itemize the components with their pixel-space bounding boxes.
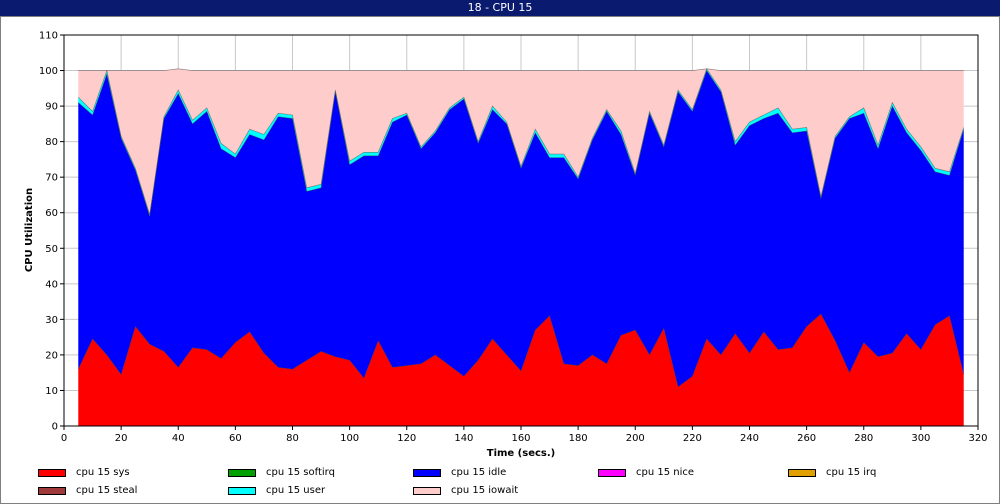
x-tick-label: 180 (569, 433, 588, 444)
x-tick-label: 200 (626, 433, 645, 444)
x-tick-label: 100 (340, 433, 359, 444)
x-tick-label: 220 (683, 433, 702, 444)
legend-swatch (788, 469, 816, 477)
legend-label: cpu 15 sys (76, 467, 130, 478)
series-edge-cpu-15-user (78, 68, 965, 215)
y-tick-label: 100 (39, 66, 58, 77)
series-areas (78, 68, 965, 426)
legend-label: cpu 15 irq (826, 467, 877, 478)
y-tick-label: 90 (45, 102, 58, 113)
x-tick-label: 140 (454, 433, 473, 444)
legend-swatch (38, 487, 66, 495)
x-tick-label: 240 (740, 433, 759, 444)
y-tick-label: 20 (45, 350, 58, 361)
y-tick-label: 80 (45, 137, 58, 148)
stacked-area-chart: 0 20 40 60 80 100 120 140 160 180 200 220 240 260 280 3… (24, 31, 988, 460)
x-axis-label: Time (secs.) (487, 448, 556, 459)
legend-swatch (413, 469, 441, 477)
x-tick-label: 260 (797, 433, 816, 444)
series-area-cpu-15-iowait (78, 68, 964, 215)
legend-swatch (598, 469, 626, 477)
series-area-cpu-15-sys (78, 314, 964, 426)
y-tick-label: 30 (45, 315, 58, 326)
legend-swatch (228, 487, 256, 495)
legend-label: cpu 15 user (266, 485, 326, 496)
x-tick-label: 80 (286, 433, 299, 444)
y-tick-label: 60 (45, 208, 58, 219)
x-axis-ticks: 0 20 40 60 80 100 120 140 160 180 200 220 240 260 280 3… (61, 426, 988, 444)
y-tick-label: 0 (52, 422, 58, 433)
x-tick-label: 0 (61, 433, 67, 444)
x-tick-label: 300 (911, 433, 930, 444)
legend-label: cpu 15 idle (451, 467, 507, 478)
series-edge-cpu-15-iowait (78, 68, 964, 71)
x-tick-label: 120 (397, 433, 416, 444)
y-tick-label: 70 (45, 173, 58, 184)
legend-label: cpu 15 softirq (266, 467, 335, 478)
y-axis-ticks: 0 10 20 30 40 50 60 70 80 90 100 110 (39, 31, 64, 433)
series-area-cpu-15-idle (78, 70, 964, 387)
x-tick-label: 20 (115, 433, 128, 444)
legend-label: cpu 15 nice (636, 467, 695, 478)
y-tick-label: 10 (45, 386, 58, 397)
legend-swatch (228, 469, 256, 477)
legend-swatch (413, 487, 441, 495)
y-axis-label: CPU Utilization (24, 188, 35, 272)
series-edge-cpu-15-idle (78, 69, 965, 217)
y-tick-label: 40 (45, 279, 58, 290)
chart-legend: cpu 15 sys cpu 15 softirq cpu 15 idle cpu 1… (0, 466, 1000, 504)
x-tick-label: 320 (968, 433, 987, 444)
y-tick-label: 110 (39, 31, 58, 42)
legend-label: cpu 15 iowait (451, 485, 519, 496)
x-tick-label: 60 (229, 433, 242, 444)
window-title: 18 - CPU 15 (0, 0, 1000, 16)
x-tick-label: 160 (511, 433, 530, 444)
legend-swatch (38, 469, 66, 477)
legend-label: cpu 15 steal (76, 485, 138, 496)
x-tick-label: 280 (854, 433, 873, 444)
x-tick-label: 40 (172, 433, 185, 444)
chart-frame: 0 20 40 60 80 100 120 140 160 180 200 220 240 260 280 3… (0, 16, 1000, 504)
y-tick-label: 50 (45, 244, 58, 255)
series-edge-cpu-15-sys (78, 313, 965, 388)
